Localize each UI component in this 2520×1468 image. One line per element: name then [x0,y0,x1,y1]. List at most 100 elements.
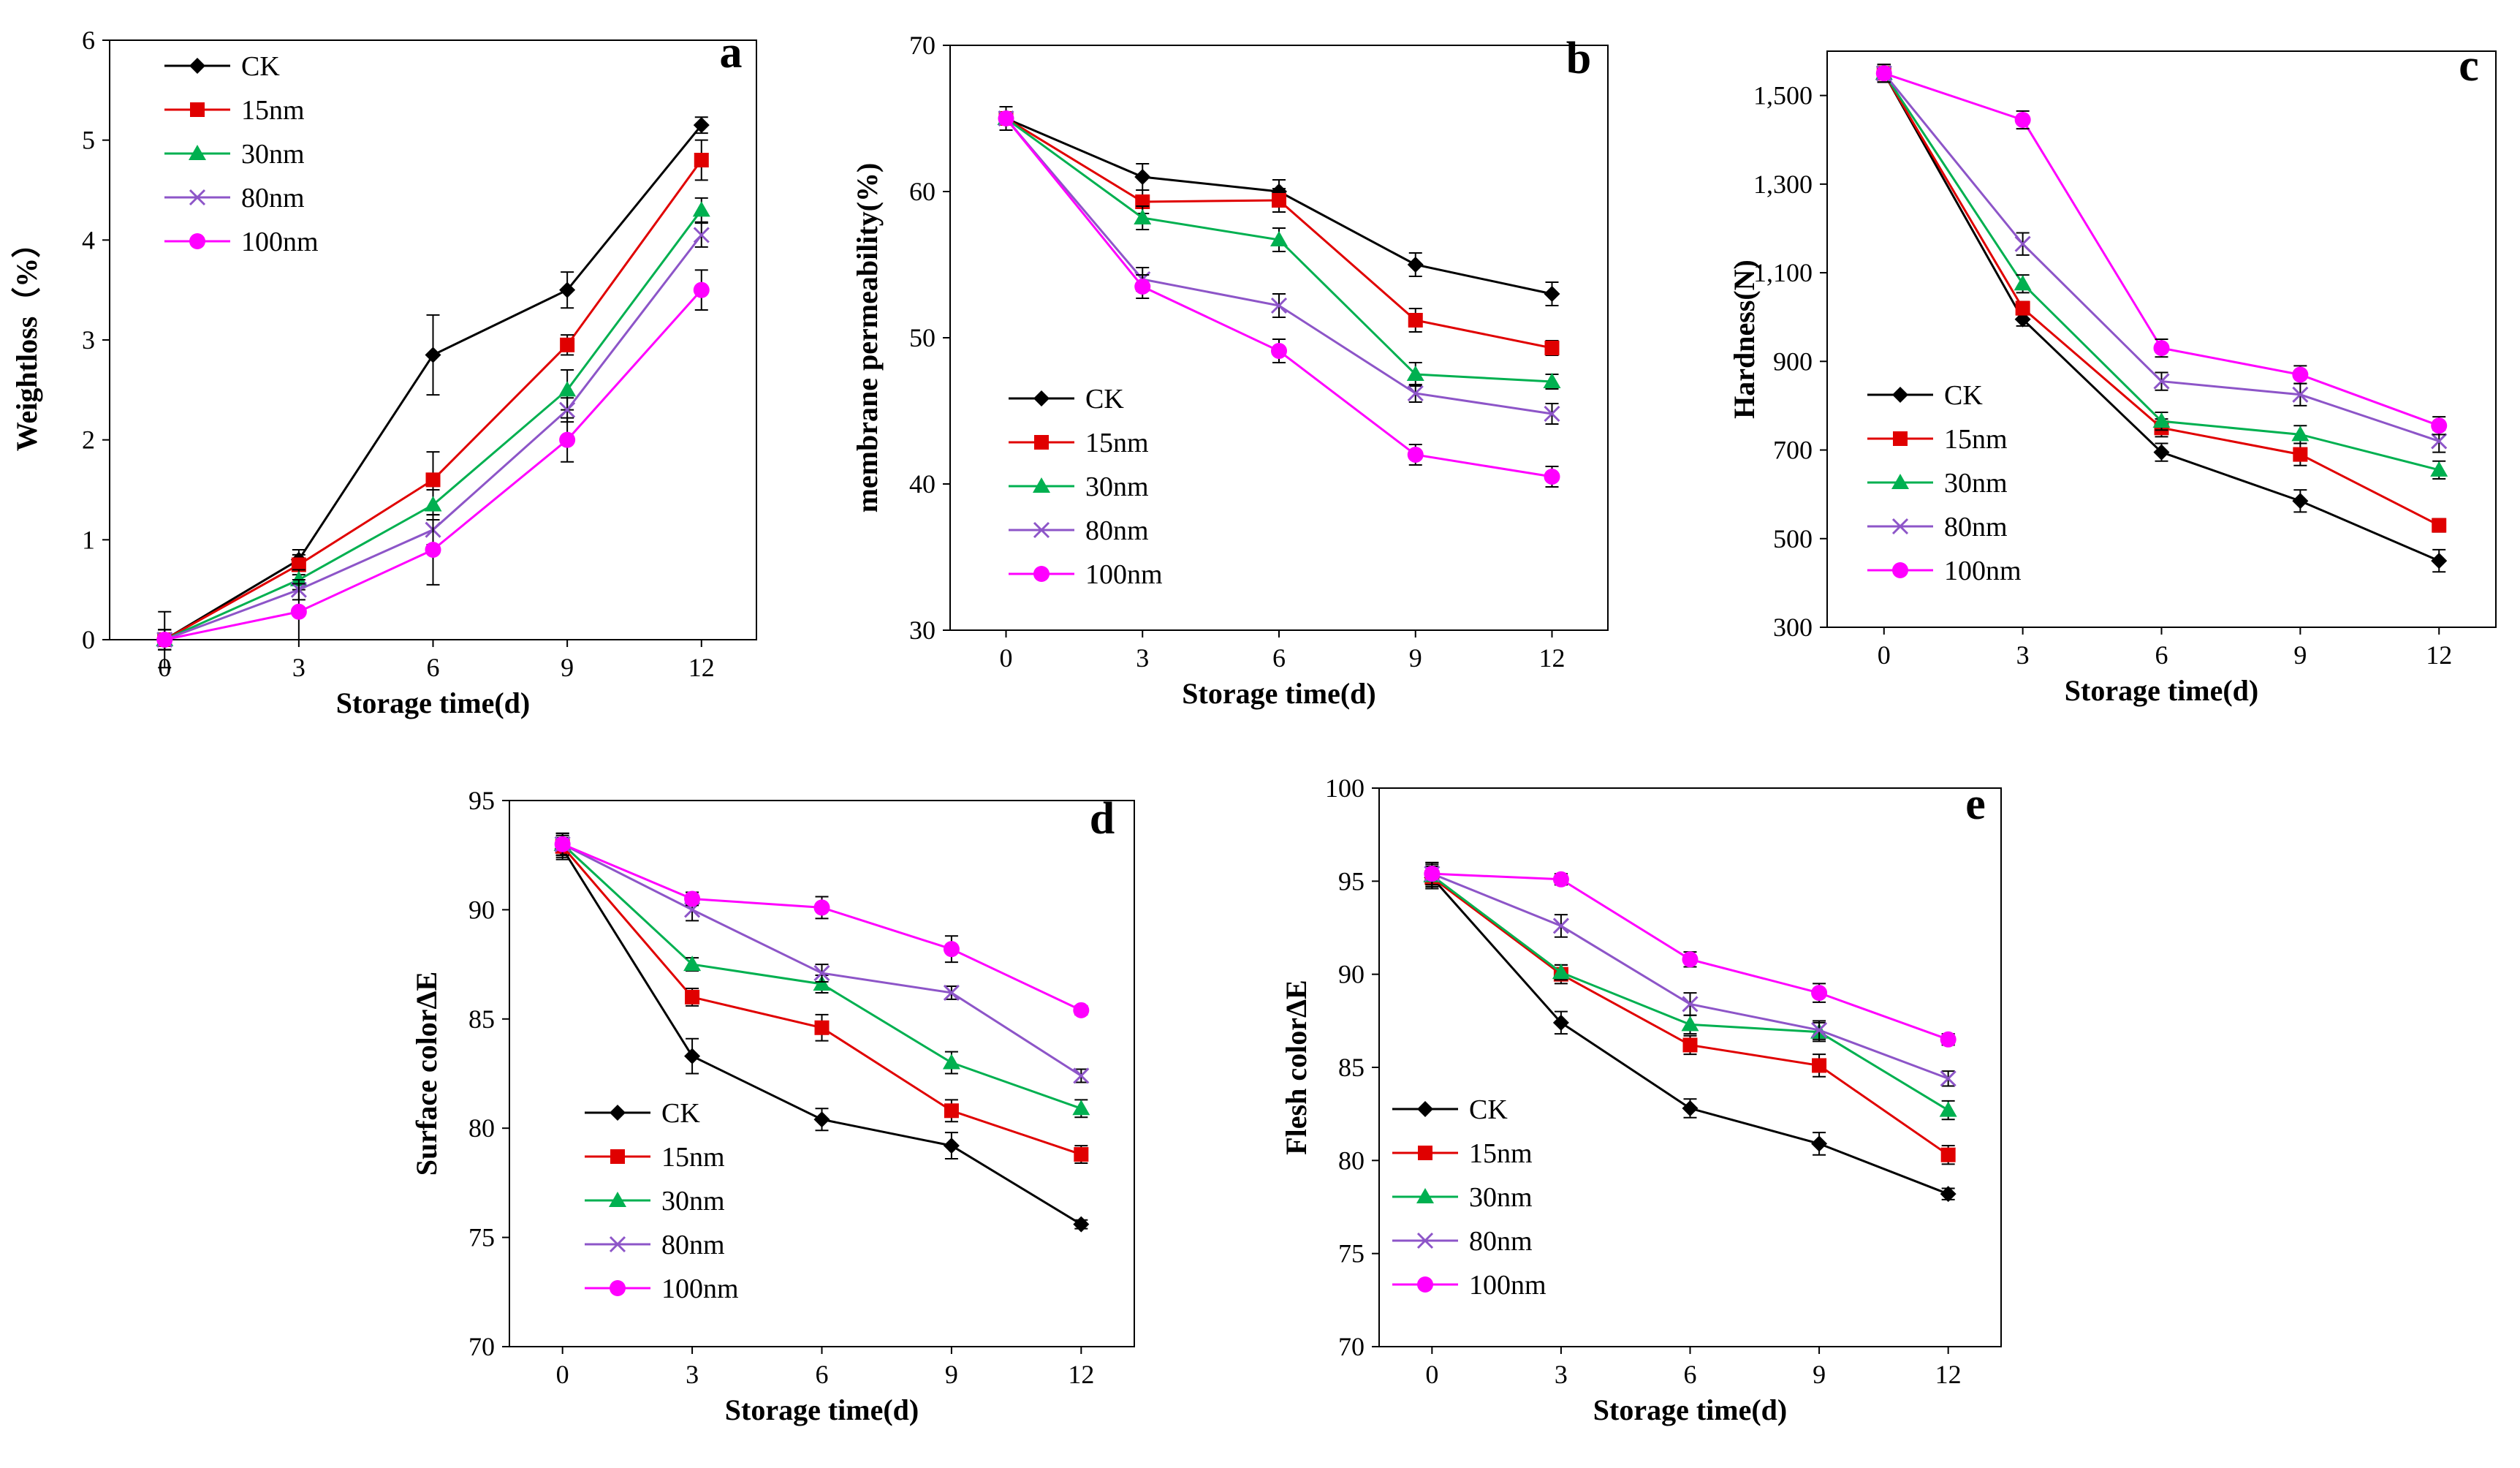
legend-label: 80nm [1085,515,1149,546]
legend-label: 100nm [1944,556,2022,586]
data-point [2014,275,2032,291]
y-tick-label: 1,100 [1753,258,1813,287]
data-point [1407,257,1424,273]
panel-label: b [1566,34,1591,83]
data-point [1681,1015,1699,1032]
x-tick-label: 0 [1000,643,1013,673]
x-tick-label: 3 [292,653,305,682]
data-point [1812,1058,1827,1073]
x-tick-label: 3 [1555,1360,1568,1389]
x-tick-label: 9 [2293,640,2307,670]
legend-label: CK [1085,384,1124,415]
data-point [1407,447,1424,463]
y-tick-label: 95 [468,786,495,815]
y-tick-label: 0 [82,625,95,654]
data-point [1940,1031,1957,1048]
panel-label: c [2459,41,2479,91]
legend-marker [1033,566,1050,582]
data-point [1544,405,1560,423]
data-point [813,899,830,916]
data-point [1544,286,1560,302]
legend-marker [1417,1101,1433,1117]
legend-marker [189,145,206,160]
legend-label: 15nm [1469,1138,1533,1169]
data-point [1552,1014,1569,1031]
legend-marker [1892,562,1908,578]
y-tick-label: 90 [468,895,495,924]
y-axis-label: Surface colorΔE [410,972,443,1176]
y-tick-label: 75 [1338,1239,1365,1268]
data-point [2014,111,2031,128]
x-tick-label: 0 [556,1360,569,1389]
data-point [425,472,441,488]
panel-label: e [1965,779,1986,829]
x-axis-label: Storage time(d) [1182,677,1375,710]
data-point [1072,1100,1090,1116]
data-point [813,964,830,982]
data-point [1544,469,1560,485]
data-point [560,337,575,352]
data-point [942,1053,960,1070]
y-tick-label: 40 [909,469,935,499]
data-point [684,890,701,907]
data-point [1271,343,1287,359]
y-tick-label: 500 [1773,524,1813,553]
legend: CK 15nm 30nm 80nm 100nm [1867,380,2022,586]
data-point [559,401,576,418]
series-100nm [998,106,1560,488]
x-tick-label: 9 [1409,643,1422,673]
data-point [692,201,710,217]
y-tick-label: 85 [468,1004,495,1034]
legend-label: 15nm [241,95,305,126]
legend-label: 80nm [661,1230,725,1260]
legend-label: 30nm [1469,1182,1533,1213]
legend-item-100nm: 100nm [1392,1270,1546,1301]
data-point [2152,412,2171,428]
legend-label: 30nm [1085,472,1149,502]
x-tick-label: 6 [2155,640,2168,670]
legend-marker [189,189,206,206]
legend-item-CK: CK [164,51,280,82]
data-point [814,1020,830,1035]
legend-marker [1891,474,1909,489]
y-tick-label: 900 [1773,347,1813,376]
data-point [1940,1147,1956,1162]
data-point [1270,297,1288,314]
legend-marker [1033,521,1050,539]
data-point [1424,866,1441,882]
x-axis-label: Storage time(d) [336,686,530,719]
y-axis-label: membrane permeability(%) [851,163,884,513]
data-point [1552,871,1569,888]
y-tick-label: 1,300 [1753,170,1813,199]
data-point [1073,1002,1090,1018]
legend-label: 80nm [1944,512,2008,542]
data-point [1074,1147,1089,1162]
legend-item-100nm: 100nm [164,227,319,257]
y-axis-label: Hardness(N) [1728,260,1761,419]
data-point [2153,444,2170,461]
data-point [1073,1216,1090,1233]
data-point [694,153,709,167]
y-tick-label: 4 [82,225,95,254]
data-point [1073,1067,1090,1084]
legend-item-CK: CK [1867,380,1983,411]
y-tick-label: 75 [468,1223,495,1252]
x-tick-label: 0 [1425,1360,1438,1389]
legend-marker [609,1236,626,1253]
legend-item-CK: CK [585,1098,700,1129]
y-tick-label: 60 [909,177,935,206]
legend-marker [189,233,205,249]
legend-label: 100nm [1469,1270,1546,1301]
legend-item-15nm: 15nm [1009,428,1149,458]
x-axis-label: Storage time(d) [1593,1393,1787,1426]
legend-item-30nm: 30nm [585,1186,725,1217]
data-point [1134,169,1151,185]
series-100nm [156,269,710,651]
legend-marker [1416,1232,1434,1249]
data-point [1811,1022,1828,1039]
data-point [1134,279,1151,295]
